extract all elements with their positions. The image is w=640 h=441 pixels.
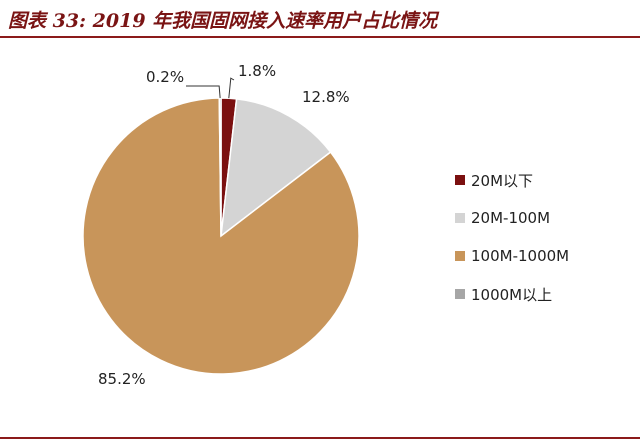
legend-item-100m-1000m: 100M-1000M (455, 246, 569, 266)
pie-slice-3 (218, 97, 222, 237)
title-divider (0, 36, 640, 38)
legend-label: 1000M以上 (471, 285, 553, 304)
leader-line-0 (228, 77, 235, 99)
leader-line-3 (185, 85, 221, 99)
legend-item-20m-below: 20M以下 (455, 170, 569, 190)
chart-title: 图表 33: 2019 年我国固网接入速率用户占比情况 (8, 10, 438, 32)
legend: 20M以下 20M-100M 100M-1000M 1000M以上 (455, 170, 569, 322)
legend-swatch (455, 289, 465, 299)
pie-slice-1 (220, 98, 332, 238)
legend-swatch (455, 251, 465, 261)
legend-label: 20M以下 (471, 171, 534, 190)
legend-swatch (455, 175, 465, 185)
data-label-3: 0.2% (146, 68, 184, 86)
legend-item-1000m-above: 1000M以上 (455, 284, 569, 304)
legend-swatch (455, 213, 465, 223)
data-label-2: 85.2% (98, 370, 146, 388)
data-label-0: 1.8% (238, 62, 276, 80)
legend-item-20m-100m: 20M-100M (455, 208, 569, 228)
legend-label: 100M-1000M (471, 247, 570, 265)
data-label-1: 12.8% (302, 88, 350, 106)
bottom-divider (0, 437, 640, 439)
legend-label: 20M-100M (471, 209, 551, 227)
